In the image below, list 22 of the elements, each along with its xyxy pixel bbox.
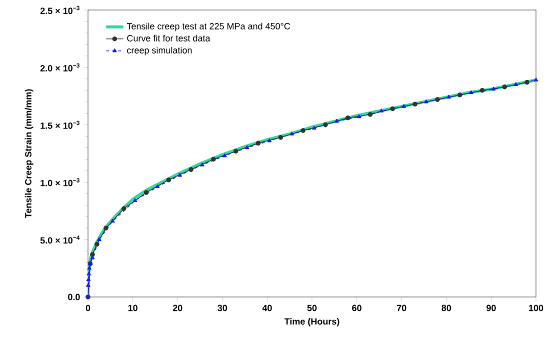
legend-label: creep simulation [127,46,192,56]
x-axis-title: Time (Hours) [284,318,340,326]
y-axis-title: Tensile Creep Strain (mm/mm) [24,89,34,218]
y-tick-label: 2.5 × 10$^{−3}$ [40,6,80,14]
x-tick-label: 50 [307,304,317,312]
x-tick-label: 70 [396,304,406,312]
x-tick-label: 20 [172,304,182,312]
y-tick-label: 0.0 [68,294,80,300]
y-tick-label: 5.0 × 10$^{−4}$ [40,236,80,244]
legend-label: Curve fit for test data [127,34,210,42]
x-tick-label: 10 [128,304,138,312]
y-tick-label: 1.5 × 10$^{−3}$ [40,120,80,129]
y-tick-label: 2.0 × 10$^{−3}$ [40,63,80,72]
legend-label: Tensile creep test at 225 MPa and 450°C [126,22,290,32]
x-tick-label: 80 [442,304,452,312]
x-tick-label: 0 [86,304,90,312]
x-tick-label: 60 [352,304,362,312]
x-tick-label: 100 [529,304,544,312]
x-tick-label: 40 [262,304,272,312]
x-tick-label: 90 [486,304,496,312]
x-tick-label: 30 [218,304,228,312]
y-tick-label: 1.0 × 10$^{−3}$ [40,178,80,186]
